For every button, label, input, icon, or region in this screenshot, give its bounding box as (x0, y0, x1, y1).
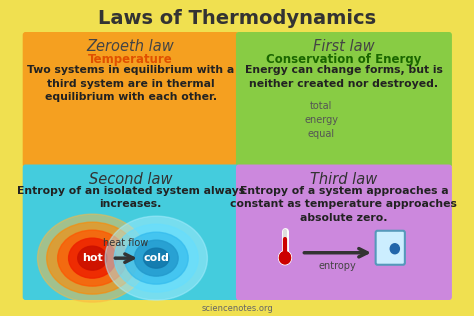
Text: Second law: Second law (89, 172, 173, 186)
FancyBboxPatch shape (236, 165, 452, 300)
Ellipse shape (134, 240, 178, 276)
Text: Zeroeth law: Zeroeth law (87, 39, 174, 54)
Ellipse shape (124, 232, 188, 284)
Text: total
energy
equal: total energy equal (304, 101, 338, 139)
FancyBboxPatch shape (23, 32, 239, 167)
Ellipse shape (58, 230, 127, 286)
Ellipse shape (46, 222, 138, 294)
Text: hot: hot (82, 253, 103, 263)
Text: Temperature: Temperature (88, 53, 173, 66)
Text: heat flow: heat flow (103, 238, 149, 248)
Text: sciencenotes.org: sciencenotes.org (201, 304, 273, 313)
FancyBboxPatch shape (23, 165, 239, 300)
Text: cold: cold (143, 253, 169, 263)
Text: First law: First law (313, 39, 375, 54)
Text: Two systems in equilibrium with a
third system are in thermal
equilibrium with e: Two systems in equilibrium with a third … (27, 65, 234, 102)
FancyBboxPatch shape (236, 32, 452, 167)
Text: Entropy of a system approaches a
constant as temperature approaches
absolute zer: Entropy of a system approaches a constan… (230, 185, 457, 223)
Ellipse shape (69, 238, 116, 278)
FancyBboxPatch shape (375, 231, 405, 265)
Ellipse shape (78, 246, 107, 270)
Ellipse shape (144, 248, 169, 268)
Circle shape (280, 252, 291, 264)
Text: Laws of Thermodynamics: Laws of Thermodynamics (98, 9, 376, 28)
Circle shape (280, 252, 291, 264)
Text: Entropy of an isolated system always
increases.: Entropy of an isolated system always inc… (17, 185, 245, 209)
Text: Conservation of Energy: Conservation of Energy (266, 53, 422, 66)
Ellipse shape (114, 224, 198, 292)
Text: Energy can change forms, but is
neither created nor destroyed.: Energy can change forms, but is neither … (245, 65, 443, 88)
Circle shape (390, 244, 400, 254)
Ellipse shape (37, 214, 147, 302)
Text: Third law: Third law (310, 172, 378, 186)
Circle shape (279, 251, 292, 265)
Text: entropy: entropy (319, 261, 356, 271)
Ellipse shape (105, 216, 208, 300)
